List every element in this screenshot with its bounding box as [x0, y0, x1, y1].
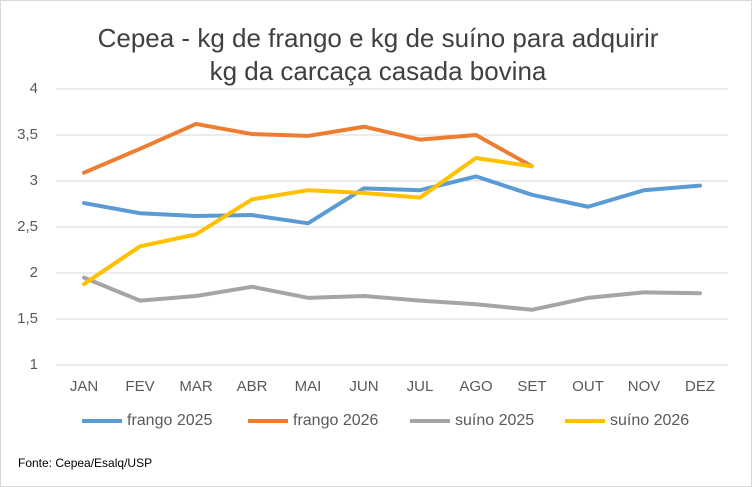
series-line	[82, 121, 534, 175]
x-tick-label: JAN	[70, 378, 98, 395]
x-tick-label: OUT	[572, 378, 604, 395]
legend-label: suíno 2026	[610, 412, 689, 429]
chart-title-line: kg da carcaça casada bovina	[210, 56, 547, 86]
series-line	[82, 174, 702, 226]
x-tick-label: MAI	[295, 378, 322, 395]
x-tick-label: AGO	[459, 378, 492, 395]
x-tick-label: DEZ	[685, 378, 715, 395]
legend-label: suíno 2025	[455, 412, 534, 429]
y-tick-label: 1	[30, 356, 38, 373]
y-tick-label: 2,5	[17, 218, 38, 235]
series-line	[82, 275, 702, 312]
legend-label: frango 2026	[293, 412, 379, 429]
y-tick-label: 1,5	[17, 310, 38, 327]
x-tick-label: NOV	[628, 378, 661, 395]
x-tick-label: JUL	[407, 378, 434, 395]
x-tick-label: MAR	[179, 378, 213, 395]
x-tick-label: FEV	[125, 378, 154, 395]
x-tick-label: ABR	[237, 378, 268, 395]
y-tick-label: 4	[30, 80, 38, 97]
series-line	[82, 156, 534, 287]
source-note: Fonte: Cepea/Esalq/USP	[18, 456, 152, 470]
x-tick-label: SET	[517, 378, 546, 395]
y-tick-label: 3,5	[17, 126, 38, 143]
legend-label: frango 2025	[127, 412, 213, 429]
x-tick-label: JUN	[349, 378, 378, 395]
chart-title-line: Cepea - kg de frango e kg de suíno para …	[98, 23, 659, 53]
y-tick-label: 3	[30, 172, 38, 189]
y-tick-label: 2	[30, 264, 38, 281]
